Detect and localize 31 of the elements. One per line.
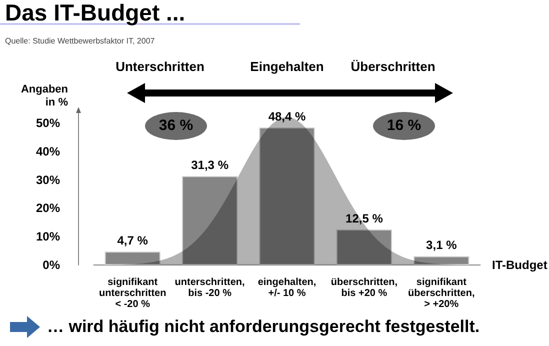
y-tick-label: 20% xyxy=(36,201,60,216)
text: Unterschritten xyxy=(116,59,204,74)
text: Überschritten xyxy=(350,59,436,74)
bar xyxy=(182,176,238,265)
data-label: 48,4 % xyxy=(268,110,306,124)
y-tick-label: 50% xyxy=(36,116,60,130)
y-tick-label: 10% xyxy=(36,230,60,244)
y-tick-label: 30% xyxy=(36,172,60,187)
x-axis-title: IT-Budget xyxy=(492,258,548,272)
source-note: Quelle: Studie Wettbewerbsfaktor IT, 2007 xyxy=(5,36,156,46)
bar xyxy=(104,252,160,265)
annotation: 36 % xyxy=(158,117,194,134)
bar xyxy=(259,128,315,265)
x-tick-label: überschritten, bis +20 % xyxy=(330,277,398,299)
text: Eingehalten xyxy=(250,59,324,74)
x-tick-label: eingehalten, +/- 10 % xyxy=(258,277,316,299)
annotation: 16 % xyxy=(386,117,422,134)
data-label: 31,3 % xyxy=(191,158,229,172)
y-tick-label: 40% xyxy=(36,144,60,158)
data-label: 4,7 % xyxy=(117,234,148,248)
text: … wird häufig nicht anforderungsgerecht festgestellt. xyxy=(47,317,480,336)
data-label: 3,1 % xyxy=(426,238,458,252)
bar xyxy=(336,230,392,265)
bar xyxy=(414,256,470,265)
data-label: 12,5 % xyxy=(346,212,384,226)
chart-title: Das IT-Budget ... xyxy=(5,0,186,26)
y-tick-label: 0% xyxy=(42,258,60,272)
y-axis-title: Angaben in % xyxy=(20,84,68,108)
x-tick-label: signifikant unterschritten < -20 % xyxy=(98,277,166,310)
x-tick-label: unterschritten, bis -20 % xyxy=(174,277,246,299)
x-tick-label: signifikant überschritten, > +20% xyxy=(408,277,475,310)
